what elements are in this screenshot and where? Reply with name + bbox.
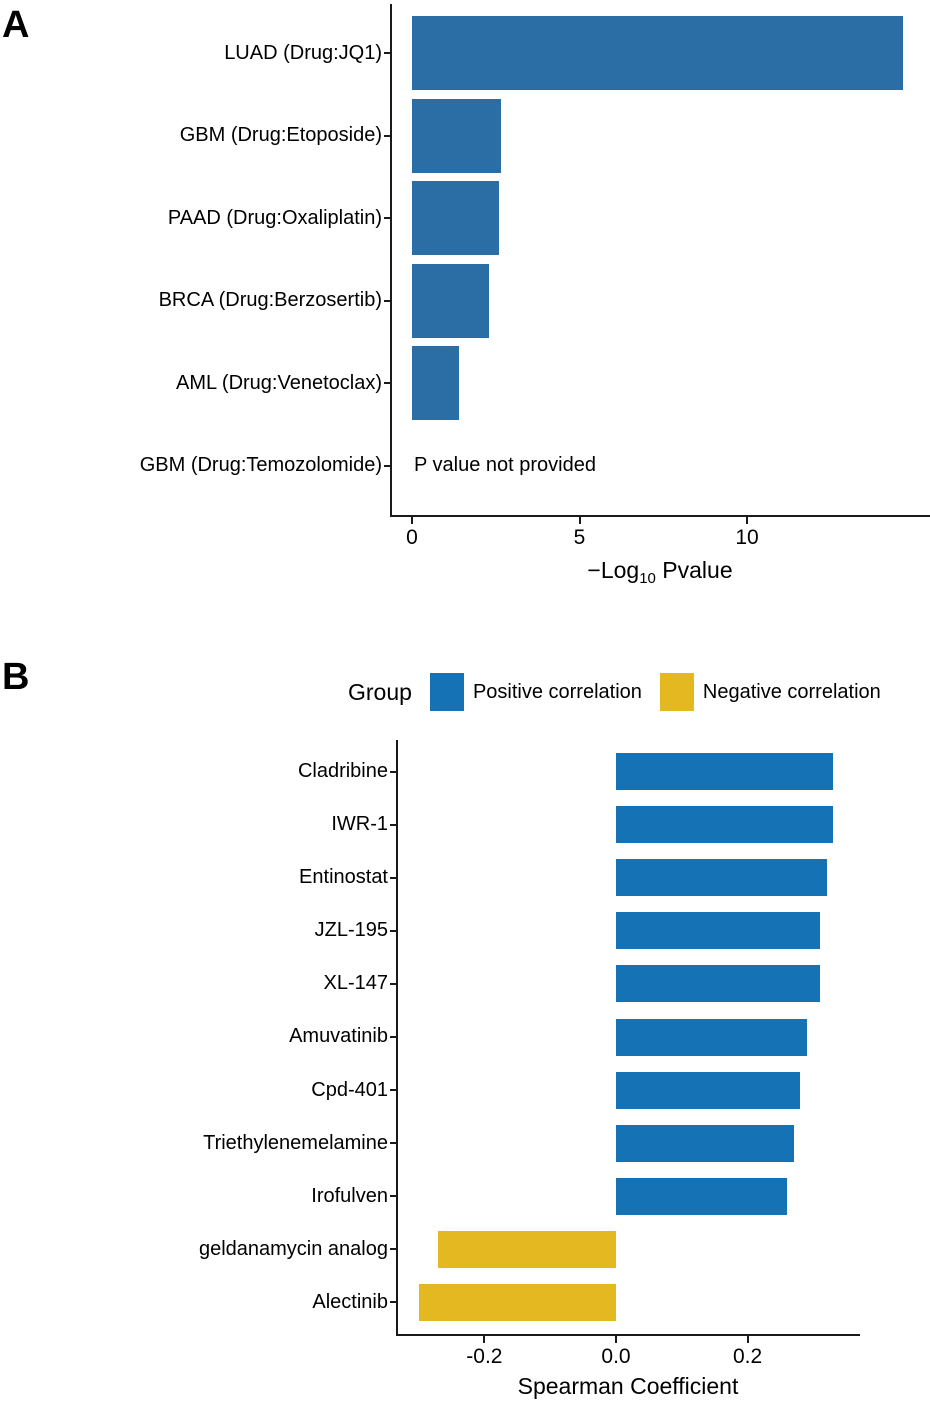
x-tick-label: 5 xyxy=(573,526,586,549)
x-tick-label: 0 xyxy=(406,526,418,549)
bar xyxy=(616,753,834,791)
x-tick-label: 0.2 xyxy=(732,1345,763,1368)
plot-area xyxy=(396,740,860,1336)
panel-a-x-axis-title: −Log10 Pvalue xyxy=(390,557,930,587)
x-axis-title-prefix: −Log xyxy=(587,557,640,583)
x-tick xyxy=(578,517,581,524)
y-axis-label: JZL-195 xyxy=(314,919,388,942)
y-tick xyxy=(390,1301,396,1304)
y-axis-label: Triethylenemelamine xyxy=(203,1131,388,1154)
bar xyxy=(412,98,501,173)
x-tick-label: 10 xyxy=(735,526,759,549)
y-axis-label: Cpd-401 xyxy=(311,1078,388,1101)
panel-b-x-axis-title: Spearman Coefficient xyxy=(517,1373,739,1399)
x-tick-label: 0.0 xyxy=(601,1345,631,1368)
x-tick-label: -0.2 xyxy=(466,1345,503,1368)
y-axis-label: Entinostat xyxy=(299,866,388,889)
bar xyxy=(616,859,827,897)
y-axis-label: IWR-1 xyxy=(331,813,388,836)
negative-correlation-swatch-icon xyxy=(659,673,694,711)
y-tick xyxy=(384,464,390,467)
y-tick xyxy=(390,823,396,826)
x-axis-title-suffix: Pvalue xyxy=(655,557,733,583)
bar xyxy=(616,806,834,844)
panel-a-chart: P value not provided LUAD (Drug:JQ1) GBM (… xyxy=(0,0,930,640)
y-tick xyxy=(384,52,390,55)
bar xyxy=(438,1230,616,1268)
y-axis-label: Alectinib xyxy=(312,1290,388,1313)
legend-label-positive: Positive correlation xyxy=(472,680,642,703)
y-tick xyxy=(384,299,390,302)
y-axis-label: GBM (Drug:Temozolomide) xyxy=(139,454,382,477)
y-axis-label: XL-147 xyxy=(323,972,389,995)
legend-label-negative: Negative correlation xyxy=(702,680,881,703)
bar xyxy=(412,346,459,421)
legend: Group Positive correlation Negative corr… xyxy=(348,666,881,718)
y-axis-label: geldanamycin analog xyxy=(198,1237,388,1260)
bar xyxy=(616,1018,807,1056)
bar xyxy=(616,1177,788,1215)
y-tick xyxy=(390,929,396,932)
bar xyxy=(616,965,820,1003)
plot-area: P value not provided xyxy=(390,4,930,517)
x-tick xyxy=(411,517,413,524)
bar xyxy=(616,1071,801,1109)
y-axis-label: Cladribine xyxy=(297,760,388,783)
y-tick xyxy=(390,1036,396,1038)
y-tick xyxy=(390,982,396,985)
y-tick xyxy=(384,382,390,385)
panel-b-chart: Cladribine IWR-1 Entinostat JZL-195 XL-147 Am… xyxy=(0,740,930,1402)
y-axis-label: Amuvatinib xyxy=(289,1025,388,1048)
y-tick xyxy=(384,217,390,220)
x-tick xyxy=(615,1336,617,1343)
x-tick xyxy=(483,1336,486,1343)
y-axis-label: AML (Drug:Venetoclax) xyxy=(175,371,382,394)
bar xyxy=(616,1124,794,1162)
y-tick xyxy=(384,134,390,137)
positive-correlation-swatch-icon xyxy=(429,673,464,711)
y-tick xyxy=(390,770,396,773)
bar xyxy=(616,912,820,950)
y-tick xyxy=(390,1142,396,1145)
y-axis-label: BRCA (Drug:Berzosertib) xyxy=(158,289,382,312)
y-tick xyxy=(390,1089,396,1092)
y-axis-label: GBM (Drug:Etoposide) xyxy=(179,124,382,147)
panel-b-letter: B xyxy=(2,656,30,698)
y-tick xyxy=(390,876,396,879)
y-axis-label: PAAD (Drug:Oxaliplatin) xyxy=(167,206,382,229)
legend-title: Group xyxy=(348,678,412,705)
bar xyxy=(412,16,903,91)
bar xyxy=(412,181,500,256)
y-axis-label: Irofulven xyxy=(311,1184,388,1207)
bar-annotation: P value not provided xyxy=(414,454,596,477)
x-tick xyxy=(746,1336,749,1343)
bar xyxy=(418,1283,616,1321)
y-tick xyxy=(390,1248,396,1251)
bar xyxy=(412,263,490,338)
x-axis-title-subscript: 10 xyxy=(639,570,656,587)
panel-a-letter: A xyxy=(2,4,30,46)
x-tick xyxy=(746,517,748,524)
y-axis-label: LUAD (Drug:JQ1) xyxy=(224,41,382,64)
y-tick xyxy=(390,1195,396,1198)
